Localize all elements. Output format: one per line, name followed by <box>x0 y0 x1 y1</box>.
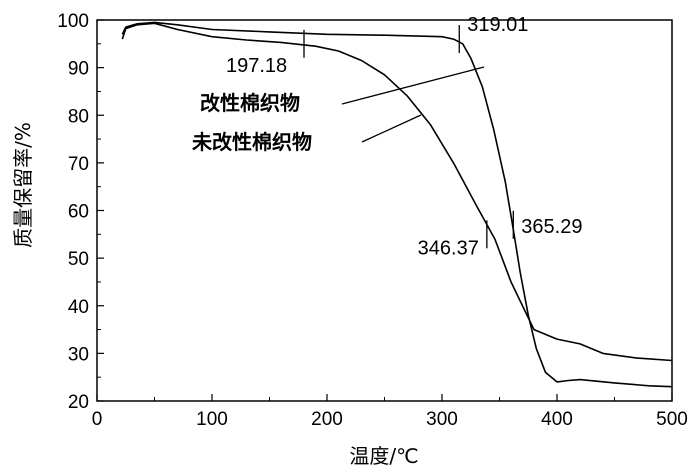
x-tick-label: 400 <box>541 409 573 430</box>
y-tick-label: 20 <box>68 392 89 413</box>
y-axis-title: 质量保留率/% <box>11 122 35 248</box>
y-tick-label: 70 <box>68 154 89 175</box>
y-tick-label: 50 <box>68 249 89 270</box>
y-tick-label: 60 <box>68 202 89 223</box>
annotation-label: 346.37 <box>418 237 479 259</box>
legend-label-unmodified: 未改性棉织物 <box>192 130 312 154</box>
x-tick-label: 500 <box>656 409 688 430</box>
legend: 改性棉织物 未改性棉织物 <box>192 66 485 154</box>
axes: 0 100 200 300 400 500 20 30 40 50 60 70 80 90 100 <box>57 11 688 430</box>
legend-leader-modified <box>341 66 485 105</box>
annotation-label: 197.18 <box>226 55 287 77</box>
series-layer <box>121 21 673 388</box>
x-tick-label: 300 <box>426 409 458 430</box>
legend-label-modified: 改性棉织物 <box>200 91 300 115</box>
y-tick-label: 100 <box>57 11 89 32</box>
y-tick-label: 80 <box>68 106 89 127</box>
x-axis-title: 温度/℃ <box>349 444 418 468</box>
x-tick-label: 200 <box>311 409 343 430</box>
y-tick-label: 40 <box>68 297 89 318</box>
legend-leader-unmodified <box>361 114 422 143</box>
plot-frame <box>96 19 673 402</box>
annotations: 319.01 197.18 346.37 365.29 <box>226 14 582 259</box>
series-line-modified <box>121 21 673 388</box>
y-tick-label: 90 <box>68 59 89 80</box>
series-line-unmodified <box>121 22 673 362</box>
annotation-label: 319.01 <box>467 14 528 36</box>
x-tick-label: 100 <box>196 409 228 430</box>
annotation-label: 365.29 <box>521 216 582 238</box>
x-tick-label: 0 <box>92 409 103 430</box>
y-tick-label: 30 <box>68 344 89 365</box>
